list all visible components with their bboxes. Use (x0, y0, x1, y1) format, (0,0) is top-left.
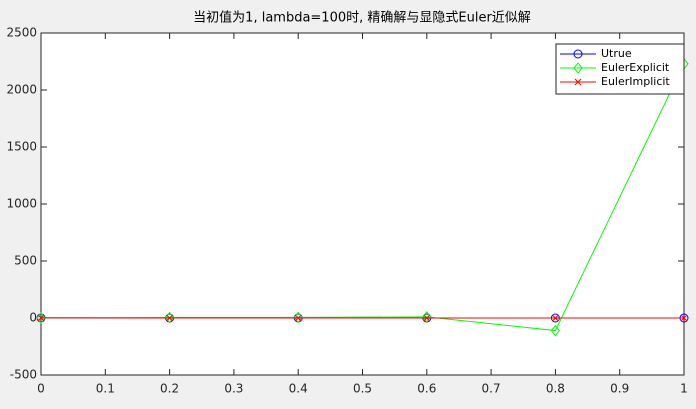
legend-label: EulerImplicit (601, 75, 670, 88)
marker (573, 49, 583, 59)
marker (166, 314, 173, 322)
x-tick-label: 0.8 (546, 382, 565, 396)
x-tick-label: 0 (37, 382, 45, 396)
x-tick-label: 0.2 (160, 382, 179, 396)
y-tick-label: 0 (29, 311, 37, 325)
y-tick-label: 500 (14, 254, 37, 268)
marker (423, 314, 431, 322)
x-tick-label: 0.1 (96, 382, 115, 396)
marker (36, 312, 46, 324)
marker (574, 78, 582, 86)
x-tick-label: 0.5 (353, 382, 372, 396)
legend-box (555, 43, 685, 95)
chart-title: 当初值为1, lambda=100时, 精确解与显隐式Euler近似解 (193, 10, 531, 26)
marker (37, 314, 45, 322)
marker (294, 314, 302, 322)
legend-label: EulerExplicit (601, 61, 670, 74)
x-tick-label: 0.9 (610, 382, 629, 396)
y-tick-label: 1500 (6, 140, 37, 154)
marker (573, 62, 583, 74)
marker (552, 314, 559, 322)
legend-label: Utrue (601, 47, 632, 60)
x-tick-label: 0.3 (224, 382, 243, 396)
y-tick-label: 2000 (6, 83, 37, 97)
y-tick-label: -500 (10, 368, 37, 382)
x-tick-label: 1 (680, 382, 688, 396)
marker (550, 324, 561, 337)
y-tick-label: 1000 (6, 197, 37, 211)
y-tick-label: 2500 (6, 26, 37, 40)
x-tick-label: 0.7 (482, 382, 501, 396)
x-tick-label: 0.4 (289, 382, 308, 396)
x-tick-label: 0.6 (417, 382, 436, 396)
marker (680, 314, 688, 322)
